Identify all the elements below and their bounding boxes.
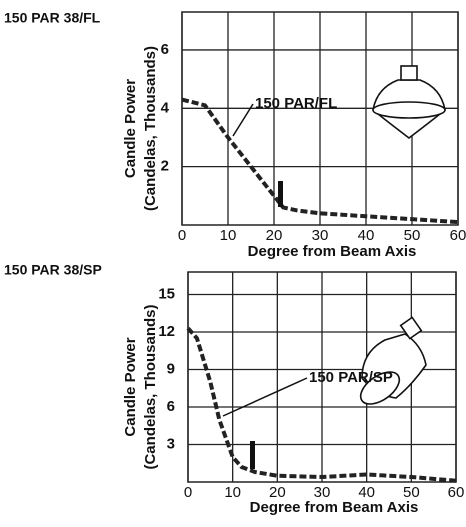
leader-line (222, 377, 308, 417)
x-tick-label: 50 (404, 227, 421, 244)
y-tick-label: 6 (161, 41, 169, 58)
x-axis-label: Degree from Beam Axis (248, 243, 417, 260)
x-tick-label: 30 (314, 484, 331, 501)
x-tick-label: 40 (358, 227, 375, 244)
y-axis-label: (Candelas, Thousands) (142, 46, 159, 211)
x-tick-label: 10 (220, 227, 237, 244)
y-tick-label: 3 (167, 435, 175, 452)
chart-title: 150 PAR 38/FL (4, 10, 101, 26)
x-tick-label: 0 (178, 227, 186, 244)
x-tick-label: 0 (184, 484, 192, 501)
y-tick-label: 6 (167, 398, 175, 415)
y-tick-label: 15 (158, 285, 175, 302)
x-tick-label: 60 (448, 484, 465, 501)
data-line (186, 326, 457, 483)
annotation: 150 PAR/FL (255, 95, 337, 112)
y-tick-label: 2 (161, 158, 169, 175)
beam-marker (250, 441, 255, 469)
y-axis-label: Candle Power (122, 337, 139, 436)
x-tick-label: 60 (450, 227, 466, 244)
x-tick-label: 50 (403, 484, 420, 501)
y-tick-label: 12 (158, 323, 175, 340)
lamp-icon (372, 65, 446, 140)
beam-marker (278, 181, 283, 207)
x-tick-label: 20 (266, 227, 283, 244)
x-tick-label: 20 (269, 484, 286, 501)
y-axis-label: (Candelas, Thousands) (142, 304, 159, 469)
x-tick-label: 10 (224, 484, 241, 501)
annotation: 150 PAR/SP (309, 369, 393, 386)
x-axis-label: Degree from Beam Axis (250, 499, 419, 516)
x-tick-label: 30 (312, 227, 329, 244)
x-tick-label: 40 (358, 484, 375, 501)
plot-frame (181, 11, 459, 226)
y-axis-label: Candle Power (122, 79, 139, 178)
data-line (181, 97, 459, 225)
chart-title: 150 PAR 38/SP (4, 262, 102, 278)
y-tick-label: 9 (167, 360, 175, 377)
lamp-icon (359, 316, 427, 405)
leader-line (232, 103, 254, 137)
plot-frame (187, 271, 457, 483)
y-tick-label: 4 (161, 99, 170, 116)
